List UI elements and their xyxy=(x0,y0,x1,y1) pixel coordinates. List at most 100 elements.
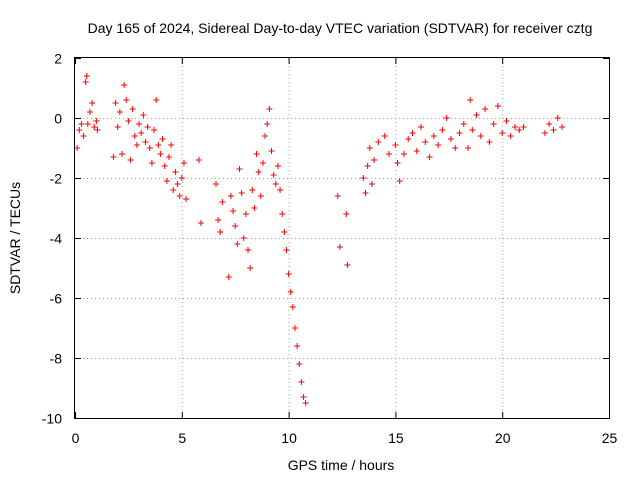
data-point xyxy=(439,127,446,133)
x-tick-label: 20 xyxy=(495,430,511,446)
data-point xyxy=(82,79,89,85)
data-point xyxy=(123,97,130,103)
data-point xyxy=(296,361,303,367)
data-point xyxy=(409,130,416,136)
y-tick-label: -10 xyxy=(42,411,62,427)
y-tick-label: -4 xyxy=(50,231,63,247)
data-point xyxy=(230,208,237,214)
data-point xyxy=(486,139,493,145)
x-tick-label: 15 xyxy=(388,430,404,446)
data-point xyxy=(266,106,273,112)
x-tick-label: 25 xyxy=(602,430,618,446)
data-point xyxy=(559,124,566,130)
data-point xyxy=(422,139,429,145)
data-point xyxy=(465,145,472,151)
data-point xyxy=(277,187,284,193)
data-point xyxy=(146,145,153,151)
data-point xyxy=(262,133,269,139)
y-tick-label: 0 xyxy=(54,111,62,127)
data-point xyxy=(242,211,249,217)
data-point xyxy=(249,187,256,193)
data-point xyxy=(292,325,299,331)
data-point xyxy=(259,160,266,166)
x-tick-label: 5 xyxy=(178,430,186,446)
data-point xyxy=(133,142,140,148)
x-tick-label: 0 xyxy=(72,430,80,446)
data-point xyxy=(236,166,243,172)
data-point xyxy=(426,154,433,160)
data-point xyxy=(360,175,367,181)
data-point xyxy=(127,157,134,163)
data-point xyxy=(385,151,392,157)
data-point xyxy=(516,127,523,133)
y-tick-label: -2 xyxy=(50,171,63,187)
data-point xyxy=(170,187,177,193)
data-point xyxy=(180,160,187,166)
data-point xyxy=(217,229,224,235)
data-point xyxy=(507,133,514,139)
data-point xyxy=(168,142,175,148)
chart-title: Day 165 of 2024, Sidereal Day-to-day VTE… xyxy=(88,20,593,36)
data-point xyxy=(490,121,497,127)
y-tick-label: -8 xyxy=(50,351,63,367)
data-point xyxy=(394,160,401,166)
data-point xyxy=(215,217,222,223)
data-point xyxy=(366,145,373,151)
data-point xyxy=(294,343,301,349)
data-point xyxy=(289,304,296,310)
data-point xyxy=(251,205,258,211)
data-point xyxy=(336,244,343,250)
data-point xyxy=(234,241,241,247)
data-point xyxy=(142,139,149,145)
data-point xyxy=(281,229,288,235)
x-axis-label: GPS time / hours xyxy=(288,457,395,473)
data-point xyxy=(157,151,164,157)
y-tick-label: -6 xyxy=(50,291,63,307)
data-point xyxy=(247,265,254,271)
data-point xyxy=(112,100,119,106)
data-point xyxy=(375,139,382,145)
data-point xyxy=(198,220,205,226)
data-point xyxy=(264,121,271,127)
data-point xyxy=(94,127,101,133)
data-point xyxy=(392,142,399,148)
data-point xyxy=(238,190,245,196)
data-point xyxy=(279,211,286,217)
data-point xyxy=(300,394,307,400)
data-point xyxy=(477,133,484,139)
data-point xyxy=(183,196,190,202)
data-point xyxy=(151,127,158,133)
data-point xyxy=(268,148,275,154)
data-point xyxy=(343,211,350,217)
data-point xyxy=(172,169,179,175)
data-point xyxy=(362,190,369,196)
data-point xyxy=(240,235,247,241)
data-point xyxy=(114,124,121,130)
data-point xyxy=(435,142,442,148)
y-tick-labels: 2 0 -2 -4 -6 -8 -10 xyxy=(42,51,62,427)
data-point xyxy=(159,136,166,142)
axis-ticks xyxy=(75,58,610,419)
data-point xyxy=(430,133,437,139)
data-point xyxy=(344,262,351,268)
data-point xyxy=(467,97,474,103)
data-point xyxy=(381,133,388,139)
data-point xyxy=(140,112,147,118)
data-point xyxy=(253,151,260,157)
data-point xyxy=(512,124,519,130)
data-point xyxy=(176,193,183,199)
data-point xyxy=(125,118,132,124)
data-point xyxy=(257,193,264,199)
data-point xyxy=(396,178,403,184)
data-point xyxy=(212,181,219,187)
data-point xyxy=(91,124,98,130)
data-point xyxy=(121,82,128,88)
data-point xyxy=(541,130,548,136)
data-point xyxy=(287,289,294,295)
data-point xyxy=(520,124,527,130)
data-point xyxy=(153,97,160,103)
data-point xyxy=(84,121,91,127)
data-point xyxy=(245,247,252,253)
data-point xyxy=(195,157,202,163)
